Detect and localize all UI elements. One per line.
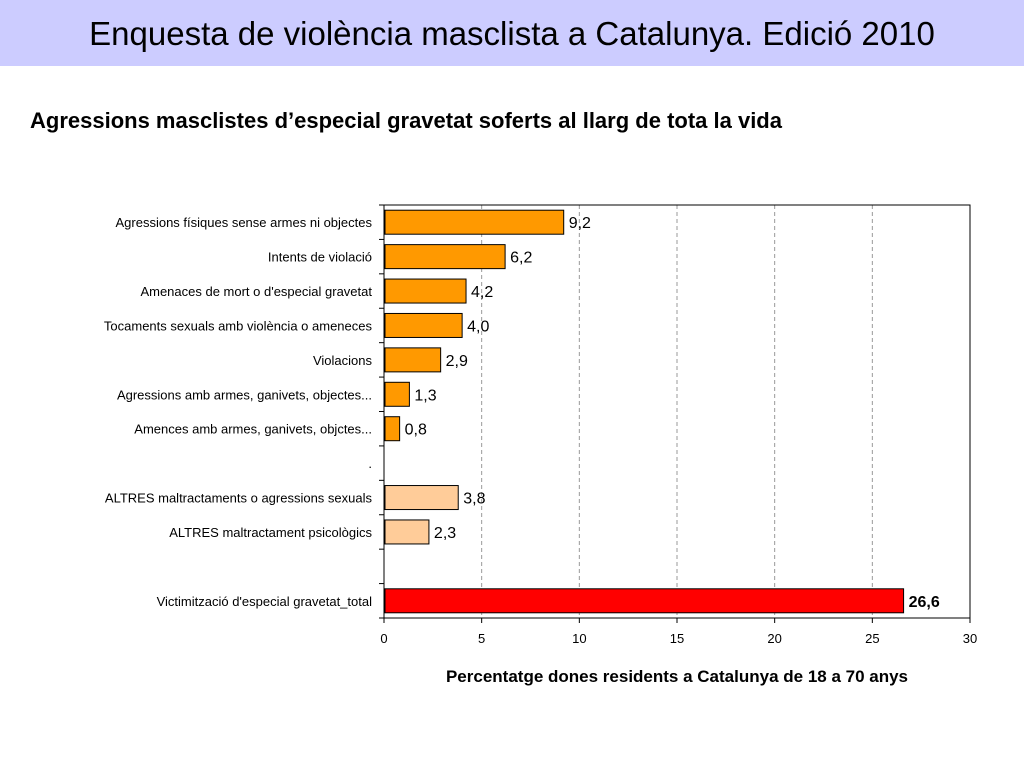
data-label: 2,9: [446, 353, 468, 370]
category-label: Agressions amb armes, ganivets, objectes…: [117, 387, 372, 402]
x-tick-label: 5: [478, 631, 485, 646]
bar: [384, 416, 401, 442]
x-tick-label: 15: [670, 631, 684, 646]
data-label: 4,0: [467, 318, 489, 335]
title-banner: [0, 0, 1024, 66]
bar: [384, 381, 410, 407]
x-tick-label: 10: [572, 631, 586, 646]
labels-layer: 0 5 10 15 20 25 30 Agressions físiques sense ar…: [104, 215, 977, 646]
data-label: 6,2: [510, 250, 532, 267]
data-label: 9,2: [569, 215, 591, 232]
x-tick-label: 30: [963, 631, 977, 646]
data-label: 1,3: [414, 387, 436, 404]
bar: [384, 519, 430, 545]
x-axis-label: Percentatge dones residents a Catalunya …: [446, 667, 908, 686]
bar: [384, 347, 442, 373]
data-label: 0,8: [405, 422, 427, 439]
bar: [384, 278, 467, 304]
chart-title: Agressions masclistes d’especial graveta…: [30, 108, 782, 133]
x-tick-label: 25: [865, 631, 879, 646]
x-tick-label: 20: [767, 631, 781, 646]
data-label: 26,6: [909, 594, 940, 611]
axis-layer: [379, 204, 971, 623]
bar: [384, 209, 565, 235]
bar: [384, 312, 463, 338]
bar: [384, 485, 459, 511]
category-label: ALTRES maltractaments o agressions sexua…: [105, 491, 373, 506]
data-label: 2,3: [434, 525, 456, 542]
category-label: Amenaces de mort o d'especial gravetat: [140, 284, 372, 299]
category-label: Violacions: [313, 353, 373, 368]
data-label: 3,8: [463, 491, 485, 508]
category-label: ALTRES maltractament psicològics: [169, 525, 372, 540]
page-title: Enquesta de violència masclista a Catalu…: [89, 15, 935, 52]
bar: [384, 244, 506, 270]
bars-layer: [384, 209, 905, 614]
category-label: Amences amb armes, ganivets, objctes...: [134, 422, 372, 437]
bar: [384, 588, 905, 614]
grid-layer: [481, 205, 873, 618]
data-label: 4,2: [471, 284, 493, 301]
category-label: Victimització d'especial gravetat_total: [157, 594, 373, 609]
category-label: Intents de violació: [268, 250, 372, 265]
category-label: Tocaments sexuals amb violència o amenec…: [104, 318, 373, 333]
category-label: .: [368, 456, 372, 471]
category-label: Agressions físiques sense armes ni objec…: [115, 215, 372, 230]
x-tick-label: 0: [380, 631, 387, 646]
